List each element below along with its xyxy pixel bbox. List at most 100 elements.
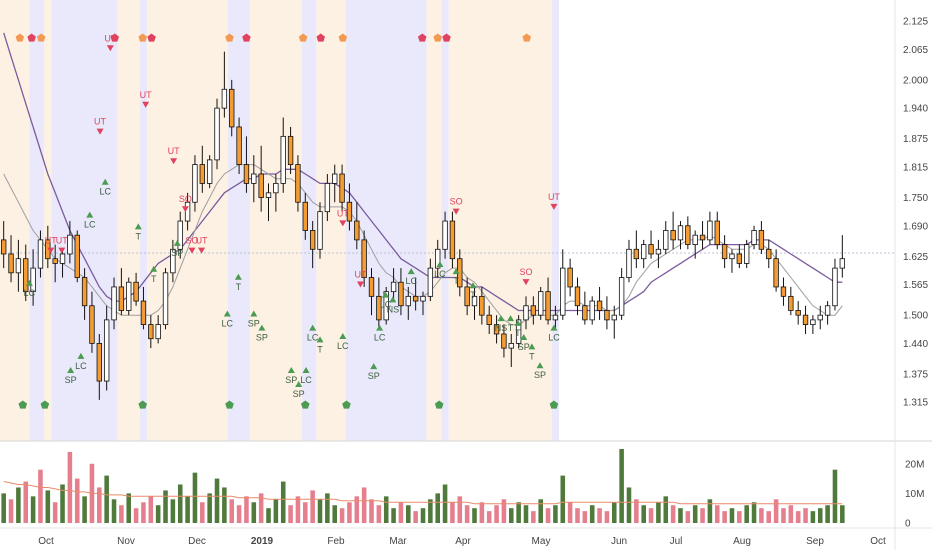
top-signal-marker (418, 33, 427, 42)
candle (751, 225, 757, 250)
signal-label: T (453, 276, 459, 286)
time-tick-label: 2019 (251, 536, 274, 547)
volume-bar (457, 496, 463, 523)
zone-15 (551, 0, 560, 441)
slow-moving-average (3, 32, 843, 312)
candle-body (280, 135, 286, 184)
candle-body (368, 277, 375, 297)
top-signal-marker (242, 33, 251, 42)
volume-bar (214, 478, 220, 523)
candle (515, 315, 522, 349)
volume-bar (663, 496, 669, 523)
volume-bar (575, 508, 580, 523)
signal-annotation: LC (380, 291, 392, 310)
volume-bar (803, 508, 808, 523)
candle (177, 211, 183, 259)
volume-bar (38, 469, 43, 523)
signal-annotation: LC (99, 178, 111, 197)
signal-annotation: SO (519, 267, 532, 286)
zone-0 (0, 0, 30, 441)
volume-bar (795, 511, 801, 523)
candle-body (545, 291, 551, 321)
volume-bar (817, 508, 823, 523)
buy-triangle-icon (339, 333, 347, 340)
candle-body (442, 220, 448, 250)
buy-triangle-icon (309, 324, 317, 331)
signal-annotation: T (514, 319, 522, 338)
buy-triangle-icon (436, 261, 444, 268)
bottom-signal-markers (18, 400, 559, 409)
candle-body (346, 201, 353, 222)
candle (265, 183, 272, 222)
candle-body (486, 314, 492, 325)
volume-bar (406, 505, 411, 523)
candle (692, 230, 698, 259)
volume-tick-label: 20M (905, 459, 924, 470)
signal-annotation: T (469, 282, 477, 300)
candle-body (0, 239, 7, 255)
signal-label: UT (56, 236, 68, 246)
price-tick-label: 2.065 (903, 45, 928, 56)
candle-body (59, 253, 66, 264)
volume-bar (192, 472, 198, 523)
volume-bar (104, 475, 109, 523)
candle-body (596, 300, 603, 311)
volume-bar (508, 508, 514, 523)
signal-annotation: SP (534, 362, 546, 380)
candle (832, 258, 838, 311)
time-tick-label: Jun (611, 536, 627, 547)
volume-bar (97, 487, 102, 523)
candle (493, 315, 500, 344)
candle-body (23, 258, 29, 293)
candle-body (376, 295, 382, 321)
candle (273, 174, 279, 212)
sell-triangle-icon (47, 247, 55, 254)
volume-bar (229, 499, 235, 523)
candle-body (177, 220, 183, 250)
signal-annotation: T (134, 223, 142, 241)
volume-bar (303, 502, 308, 523)
volume-bar (413, 511, 418, 523)
candle-body (780, 286, 787, 297)
price-tick-label: 1.625 (903, 252, 928, 263)
signal-annotation: UT (196, 236, 208, 254)
buy-triangle-icon (497, 315, 505, 322)
signal-label: T (529, 351, 535, 361)
volume-bar (450, 502, 455, 523)
candle-body (464, 286, 470, 307)
candle-body (832, 267, 838, 307)
signal-annotation: SO (179, 194, 192, 213)
volume-bar (840, 505, 845, 523)
signal-label: UT (337, 208, 349, 218)
volume-bar (781, 508, 786, 523)
candle-body (103, 319, 110, 382)
candle-body (184, 201, 191, 222)
signal-label: SO (519, 267, 532, 277)
candle (589, 296, 595, 325)
candle (633, 230, 640, 269)
candle (96, 334, 102, 400)
candle-body (420, 295, 426, 302)
candle-body (15, 258, 22, 274)
volume-bar (435, 493, 440, 523)
candle-body (449, 220, 456, 260)
candle (501, 324, 507, 358)
sell-triangle-icon (106, 45, 114, 52)
signal-annotation: UT (168, 146, 180, 165)
candle-body (538, 291, 544, 316)
candle-body (52, 258, 58, 264)
volume-bar (317, 499, 323, 523)
candle (545, 277, 551, 325)
volume-bar (428, 499, 433, 523)
volume-bar (30, 496, 36, 523)
candle (604, 296, 610, 330)
volume-bar (729, 508, 735, 523)
candle (287, 126, 294, 174)
buy-triangle-icon (234, 273, 242, 280)
signal-label: SP (293, 389, 305, 399)
bottom-signal-marker (434, 400, 444, 409)
candle-body (471, 295, 478, 307)
volume-bar (119, 505, 124, 523)
price-tick-label: 1.940 (903, 104, 928, 115)
